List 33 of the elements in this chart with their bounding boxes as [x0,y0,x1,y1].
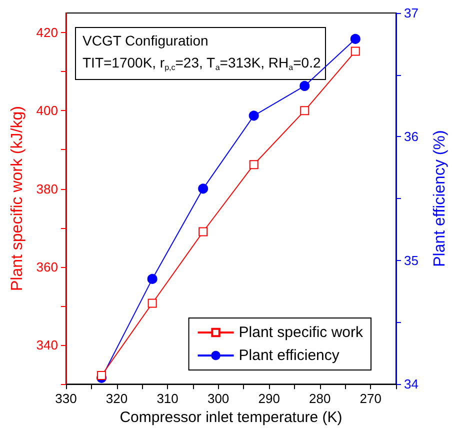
x-tick-label: 290 [258,391,280,406]
legend-label: Plant specific work [238,324,364,341]
y-tick-label: 380 [36,181,58,196]
x-tick-label: 320 [106,391,128,406]
x-tick-label: 270 [360,391,382,406]
x-tick-label: 300 [207,391,230,406]
point [350,34,360,44]
y-tick-label: 420 [36,25,58,40]
x-axis-title: Compressor inlet temperature (K) [120,409,342,426]
legend-label: Plant efficiency [238,347,340,364]
y2-axis-title: Plant efficiency (%) [432,130,448,267]
point [350,46,360,56]
point [198,184,208,194]
x-tick-label: 280 [308,391,331,406]
y2-tick-label: 35 [404,252,418,268]
point [248,110,259,121]
x-tick-label: 310 [156,391,178,406]
y-tick-label: 360 [36,259,58,274]
y-tick-label: 400 [36,103,58,118]
point [300,80,310,91]
point [147,274,158,284]
point [198,227,208,236]
y-tick-label: 340 [36,338,58,353]
point [148,298,157,308]
x-tick-label: 330 [55,391,77,406]
y2-tick-label: 34 [404,376,418,392]
y-axis-title: Plant specific work (kJ/kg) [8,106,26,292]
point [249,160,258,170]
y2-tick-label: 37 [404,6,418,20]
point [97,371,106,380]
annotation: VCGT Configuration [82,32,208,48]
point [300,106,310,116]
y2-tick-label: 36 [404,129,418,144]
